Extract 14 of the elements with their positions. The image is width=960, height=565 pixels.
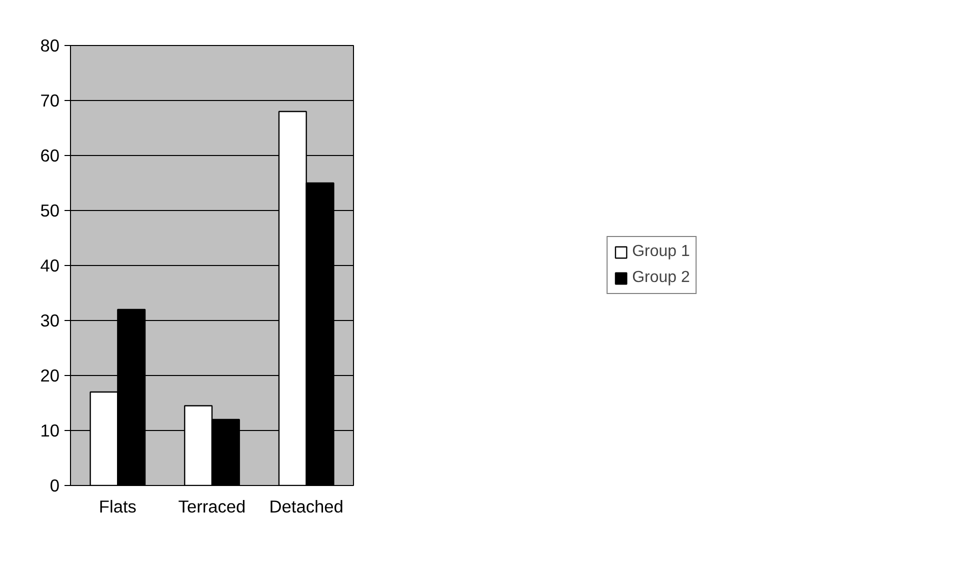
y-tick-label: 0: [50, 476, 60, 496]
y-tick-label: 30: [40, 310, 60, 330]
y-tick-label: 60: [40, 146, 60, 166]
y-tick-label: 70: [40, 90, 60, 110]
y-tick-label: 80: [40, 36, 60, 56]
legend-label: Group 1: [632, 243, 690, 261]
x-tick-label: Detached: [269, 496, 344, 516]
legend-label: Group 2: [632, 269, 690, 287]
y-tick-label: 20: [40, 366, 60, 386]
y-tick-label: 40: [40, 256, 60, 276]
y-tick-label: 10: [40, 420, 60, 440]
x-tick-label: Flats: [98, 496, 137, 516]
y-tick-label: 50: [40, 200, 60, 220]
x-tick-label: Terraced: [178, 496, 246, 516]
